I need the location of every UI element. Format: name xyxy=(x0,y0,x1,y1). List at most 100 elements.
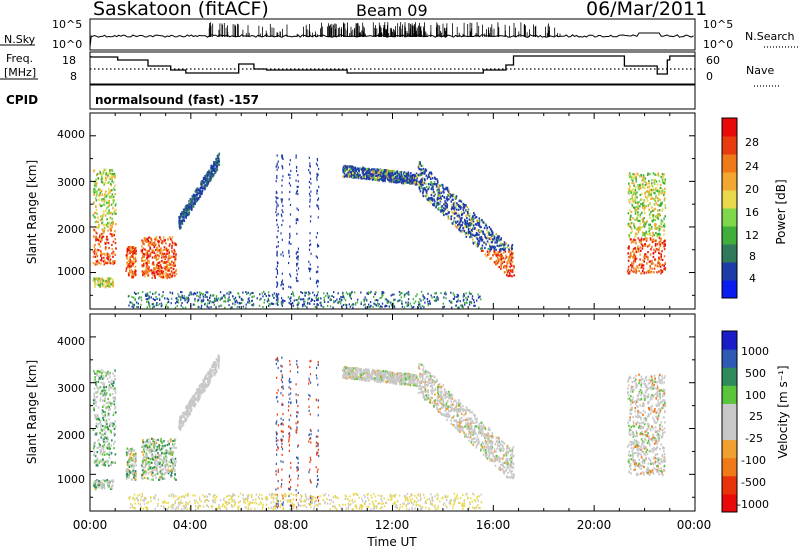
echo-pixel xyxy=(374,303,376,306)
echo-pixel xyxy=(657,235,660,238)
echo-pixel xyxy=(273,297,275,299)
echo-pixel xyxy=(508,274,510,277)
echo-pixel xyxy=(500,259,503,262)
echo-pixel xyxy=(201,185,203,188)
echo-pixel xyxy=(640,237,643,240)
echo-pixel xyxy=(295,192,297,195)
echo-pixel xyxy=(646,197,648,200)
echo-pixel xyxy=(634,199,637,202)
echo-pixel xyxy=(436,189,439,192)
echo-pixel xyxy=(399,178,401,181)
echo-pixel xyxy=(98,375,100,378)
echo-pixel xyxy=(651,239,653,242)
echo-pixel xyxy=(107,229,109,232)
echo-pixel xyxy=(420,186,422,189)
echo-pixel xyxy=(303,298,305,301)
echo-pixel xyxy=(628,246,630,249)
echo-pixel xyxy=(103,196,106,199)
echo-pixel xyxy=(310,182,312,185)
echo-pixel xyxy=(110,226,113,230)
echo-pixel xyxy=(198,306,200,309)
echo-pixel xyxy=(422,169,425,172)
echo-pixel xyxy=(155,248,158,251)
echo-pixel xyxy=(92,279,95,282)
echo-pixel xyxy=(171,260,173,263)
echo-pixel xyxy=(635,175,638,178)
echo-pixel xyxy=(111,461,113,464)
echo-pixel xyxy=(376,168,378,171)
echo-pixel xyxy=(646,186,649,189)
echo-pixel xyxy=(132,264,134,267)
echo-pixel xyxy=(464,222,467,225)
echo-pixel xyxy=(159,238,162,241)
echo-pixel xyxy=(102,461,105,464)
echo-pixel xyxy=(371,170,374,173)
echo-pixel xyxy=(96,457,99,460)
echo-pixel xyxy=(445,293,447,296)
echo-pixel xyxy=(352,303,354,306)
echo-pixel xyxy=(500,244,503,247)
echo-pixel xyxy=(153,299,156,301)
echo-pixel xyxy=(433,191,435,194)
echo-pixel xyxy=(656,243,659,246)
echo-pixel xyxy=(418,302,420,304)
echo-pixel xyxy=(259,298,261,301)
echo-pixel xyxy=(132,262,134,265)
echo-pixel xyxy=(336,298,338,301)
echo-pixel xyxy=(309,232,311,235)
echo-pixel xyxy=(167,275,169,278)
echo-pixel xyxy=(419,161,421,164)
echo-pixel xyxy=(468,215,471,218)
echo-pixel xyxy=(276,219,278,222)
echo-pixel xyxy=(206,305,208,308)
echo-pixel xyxy=(280,198,282,201)
echo-pixel xyxy=(457,208,460,211)
echo-pixel xyxy=(641,192,643,195)
echo-pixel xyxy=(277,304,279,306)
echo-pixel xyxy=(281,184,283,187)
echo-pixel xyxy=(245,291,247,293)
echo-pixel xyxy=(651,259,653,262)
station-title: Saskatoon (fitACF) xyxy=(93,0,269,20)
echo-pixel xyxy=(483,227,486,230)
echo-pixel xyxy=(200,299,203,302)
echo-pixel xyxy=(99,203,101,206)
echo-pixel xyxy=(316,192,318,195)
echo-pixel xyxy=(478,233,480,236)
echo-pixel xyxy=(477,244,479,247)
echo-pixel xyxy=(639,215,641,218)
echo-pixel xyxy=(465,204,467,207)
echo-pixel xyxy=(300,291,302,294)
echo-pixel xyxy=(277,241,279,244)
echo-pixel xyxy=(107,225,110,228)
echo-pixel xyxy=(97,277,99,280)
echo-pixel xyxy=(158,272,160,275)
echo-pixel xyxy=(655,194,657,198)
echo-pixel xyxy=(424,168,427,171)
echo-pixel xyxy=(437,201,439,205)
echo-pixel xyxy=(634,189,637,192)
echo-pixel xyxy=(296,264,298,267)
echo-pixel xyxy=(132,272,134,275)
cpid-panel: CPID normalsound (fast) -157 xyxy=(6,84,696,110)
echo-pixel xyxy=(480,247,482,250)
echo-pixel xyxy=(658,229,661,232)
echo-pixel xyxy=(93,387,96,390)
echo-pixel xyxy=(310,177,312,180)
echo-pixel xyxy=(467,224,470,227)
echo-pixel xyxy=(643,257,646,260)
echo-pixel xyxy=(634,247,637,250)
echo-pixel xyxy=(663,192,666,195)
echo-pixel xyxy=(641,184,644,187)
echo-pixel xyxy=(316,297,318,301)
echo-pixel xyxy=(370,175,372,178)
power-cbar-tick-16: 16 xyxy=(745,206,759,219)
echo-pixel xyxy=(501,261,503,264)
echo-pixel xyxy=(288,182,290,185)
echo-pixel xyxy=(210,177,213,180)
echo-pixel xyxy=(654,189,657,192)
echo-pixel xyxy=(459,218,461,221)
echo-pixel xyxy=(110,195,113,198)
echo-pixel xyxy=(350,292,352,295)
echo-pixel xyxy=(104,415,107,418)
